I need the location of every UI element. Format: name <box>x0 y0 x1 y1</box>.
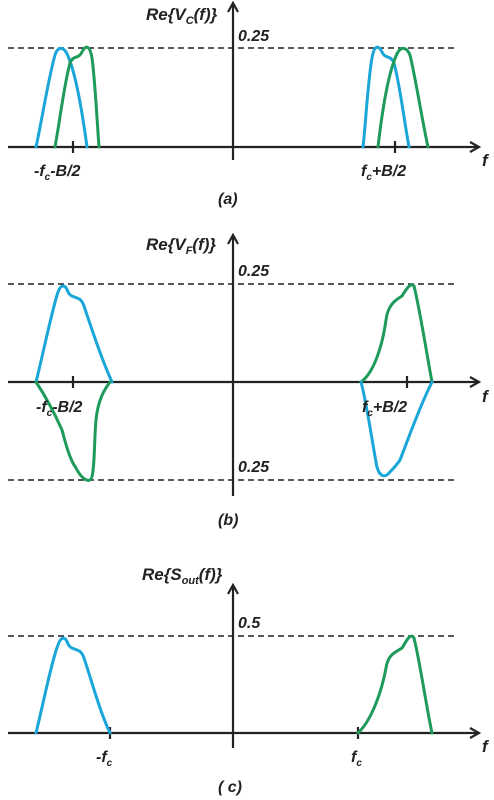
panel-b: Re{VF(f)} 0.25 0.25 f -fc-B/2 fc+B/2 (b) <box>8 235 490 529</box>
peak-bottom-value-label: 0.25 <box>238 459 270 476</box>
y-axis-title: Re{VC(f)} <box>146 5 218 27</box>
blue-spectrum-right <box>359 380 434 478</box>
green-spectrum-left <box>34 380 112 482</box>
green-spectrum-right <box>359 283 434 384</box>
peak-top-value-label: 0.25 <box>238 263 270 280</box>
tick-left-label: -fc-B/2 <box>34 163 81 183</box>
panel-a: Re{VC(f)} 0.25 f -fc-B/2 fc+B/2 (a) <box>8 4 490 208</box>
caption: (b) <box>218 512 238 529</box>
tick-right-label: fc+B/2 <box>361 163 406 183</box>
y-axis-title: Re{VF(f)} <box>146 235 216 257</box>
tick-left-label: -fc-B/2 <box>36 399 83 419</box>
caption: ( c) <box>218 779 242 796</box>
x-axis-label: f <box>482 151 490 170</box>
tick-left-label: -fc <box>96 749 113 769</box>
green-spectrum-right <box>356 634 434 735</box>
blue-spectrum-left <box>34 46 89 149</box>
tick-right-label: fc+B/2 <box>362 399 407 419</box>
peak-value-label: 0.25 <box>238 28 270 45</box>
green-spectrum-right <box>376 46 430 149</box>
blue-spectrum-left <box>34 636 112 735</box>
caption: (a) <box>218 191 238 208</box>
peak-value-label: 0.5 <box>238 615 261 632</box>
blue-spectrum-left <box>34 284 114 384</box>
x-axis-label: f <box>482 387 490 406</box>
green-spectrum-left <box>53 45 101 149</box>
x-axis-label: f <box>482 737 490 756</box>
panel-c: Re{Sout(f)} 0.5 f -fc fc ( c) <box>8 565 490 796</box>
y-axis-title: Re{Sout(f)} <box>142 565 223 587</box>
blue-spectrum-right <box>361 45 411 149</box>
tick-right-label: fc <box>351 749 362 769</box>
